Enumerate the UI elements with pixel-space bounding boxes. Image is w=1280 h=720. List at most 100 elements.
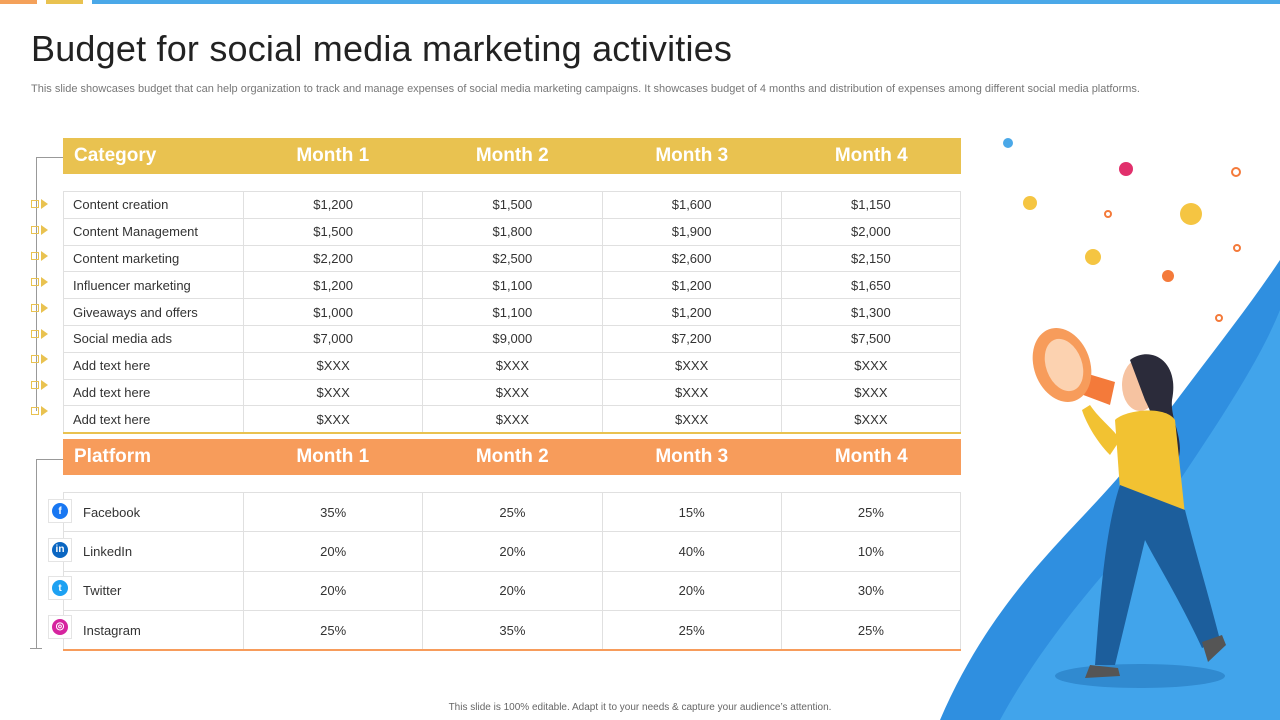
share-cell: 25%: [422, 491, 603, 533]
row-marker-icon: [31, 199, 48, 209]
budget-cell: $XXX: [601, 405, 782, 435]
category-table-header: Category Month 1 Month 2 Month 3 Month 4: [63, 138, 961, 174]
category-budget-table: Content creation $1,200 $1,500 $1,600 $1,150…: [63, 191, 962, 435]
budget-cell: $1,000: [242, 298, 424, 326]
row-marker-icon: [31, 380, 48, 391]
table-row: Content creation $1,200 $1,500 $1,600 $1,150: [63, 191, 962, 219]
top-accent-bar: [0, 0, 1280, 4]
page-subtitle: This slide showcases budget that can hel…: [31, 83, 1140, 95]
accent-orange-segment: [0, 0, 37, 4]
row-marker-icon: [31, 302, 48, 313]
budget-cell: $1,200: [242, 191, 424, 219]
table-row: Add text here $XXX $XXX $XXX $XXX: [63, 405, 962, 435]
budget-cell: $XXX: [242, 378, 424, 407]
table-row: Facebook 35% 25% 15% 25%: [63, 491, 962, 533]
header-month-2: Month 2: [475, 145, 549, 166]
platform-table-header: Platform Month 1 Month 2 Month 3 Month 4: [63, 439, 961, 475]
row-marker-icon: [31, 276, 48, 287]
budget-cell: $1,200: [242, 271, 424, 300]
share-cell: 20%: [422, 531, 603, 572]
platform-label: Twitter: [63, 570, 244, 611]
budget-cell: $1,100: [422, 271, 603, 300]
budget-cell: $XXX: [242, 351, 424, 380]
header-month-1: Month 1: [296, 446, 370, 467]
row-marker-icon: [31, 328, 48, 339]
accent-yellow-segment: [46, 0, 83, 4]
budget-cell: $1,300: [780, 298, 962, 326]
budget-cell: $XXX: [422, 378, 603, 407]
budget-cell: $XXX: [422, 351, 603, 380]
table-row: Add text here $XXX $XXX $XXX $XXX: [63, 351, 962, 380]
table-row: Content Management $1,500 $1,800 $1,900 $2,0…: [63, 217, 962, 246]
budget-cell: $XXX: [780, 378, 962, 407]
budget-cell: $XXX: [422, 405, 603, 435]
table-row: Content marketing $2,200 $2,500 $2,600 $2,15…: [63, 244, 962, 273]
row-marker-icon: [31, 406, 48, 417]
table-row: Influencer marketing $1,200 $1,100 $1,200 $1…: [63, 271, 962, 300]
budget-cell: $7,000: [242, 324, 424, 353]
share-cell: 20%: [422, 570, 603, 611]
budget-cell: $2,000: [780, 217, 962, 246]
share-cell: 20%: [601, 570, 782, 611]
category-bracket: [36, 157, 37, 411]
row-marker-icon: [31, 224, 48, 235]
table-row: Social media ads $7,000 $9,000 $7,200 $7,500: [63, 324, 962, 353]
budget-cell: $XXX: [601, 351, 782, 380]
category-label: Influencer marketing: [63, 271, 244, 300]
table-row: Add text here $XXX $XXX $XXX $XXX: [63, 378, 962, 407]
share-cell: 25%: [601, 609, 782, 652]
platform-label: LinkedIn: [63, 531, 244, 572]
share-cell: 25%: [242, 609, 424, 652]
twitter-icon: t: [48, 576, 72, 600]
budget-cell: $1,500: [242, 217, 424, 246]
share-cell: 25%: [780, 491, 962, 533]
header-month-3: Month 3: [655, 145, 729, 166]
budget-cell: $1,200: [601, 298, 782, 326]
facebook-icon: f: [48, 499, 72, 523]
page-title: Budget for social media marketing activi…: [31, 28, 733, 69]
budget-cell: $2,600: [601, 244, 782, 273]
header-month-1: Month 1: [296, 145, 370, 166]
table-row: Twitter 20% 20% 20% 30%: [63, 570, 962, 611]
budget-cell: $XXX: [601, 378, 782, 407]
platform-bracket: [36, 459, 37, 649]
share-cell: 25%: [780, 609, 962, 652]
platform-bracket-end: [30, 648, 42, 649]
budget-cell: $2,500: [422, 244, 603, 273]
category-label: Add text here: [63, 405, 244, 435]
share-cell: 35%: [242, 491, 424, 533]
category-label: Content Management: [63, 217, 244, 246]
header-month-4: Month 4: [834, 145, 908, 166]
budget-cell: $1,150: [780, 191, 962, 219]
budget-cell: $2,200: [242, 244, 424, 273]
platform-bracket-tick: [36, 459, 63, 460]
instagram-icon: ◎: [48, 614, 72, 639]
category-label: Add text here: [63, 378, 244, 407]
platform-label: Instagram: [63, 609, 244, 652]
category-label: Content marketing: [63, 244, 244, 273]
header-month-2: Month 2: [475, 446, 549, 467]
row-marker-icon: [31, 354, 48, 365]
budget-cell: $9,000: [422, 324, 603, 353]
budget-cell: $7,500: [780, 324, 962, 353]
platform-distribution-table: Facebook 35% 25% 15% 25% LinkedIn 20% 20% 40% 10%…: [63, 491, 962, 652]
share-cell: 35%: [422, 609, 603, 652]
row-marker-icon: [31, 250, 48, 261]
table-row: Instagram 25% 35% 25% 25%: [63, 609, 962, 652]
share-cell: 10%: [780, 531, 962, 572]
linkedin-icon: in: [48, 537, 72, 562]
budget-cell: $1,800: [422, 217, 603, 246]
budget-cell: $XXX: [780, 351, 962, 380]
share-cell: 30%: [780, 570, 962, 611]
table-row: Giveaways and offers $1,000 $1,100 $1,200 $1…: [63, 298, 962, 326]
budget-cell: $XXX: [242, 405, 424, 435]
budget-cell: $7,200: [601, 324, 782, 353]
share-cell: 20%: [242, 570, 424, 611]
category-label: Add text here: [63, 351, 244, 380]
budget-cell: $1,650: [780, 271, 962, 300]
category-label: Social media ads: [63, 324, 244, 353]
footer-note: This slide is 100% editable. Adapt it to…: [448, 702, 832, 713]
budget-cell: $XXX: [780, 405, 962, 435]
budget-cell: $1,600: [601, 191, 782, 219]
accent-blue-segment: [92, 0, 1280, 4]
